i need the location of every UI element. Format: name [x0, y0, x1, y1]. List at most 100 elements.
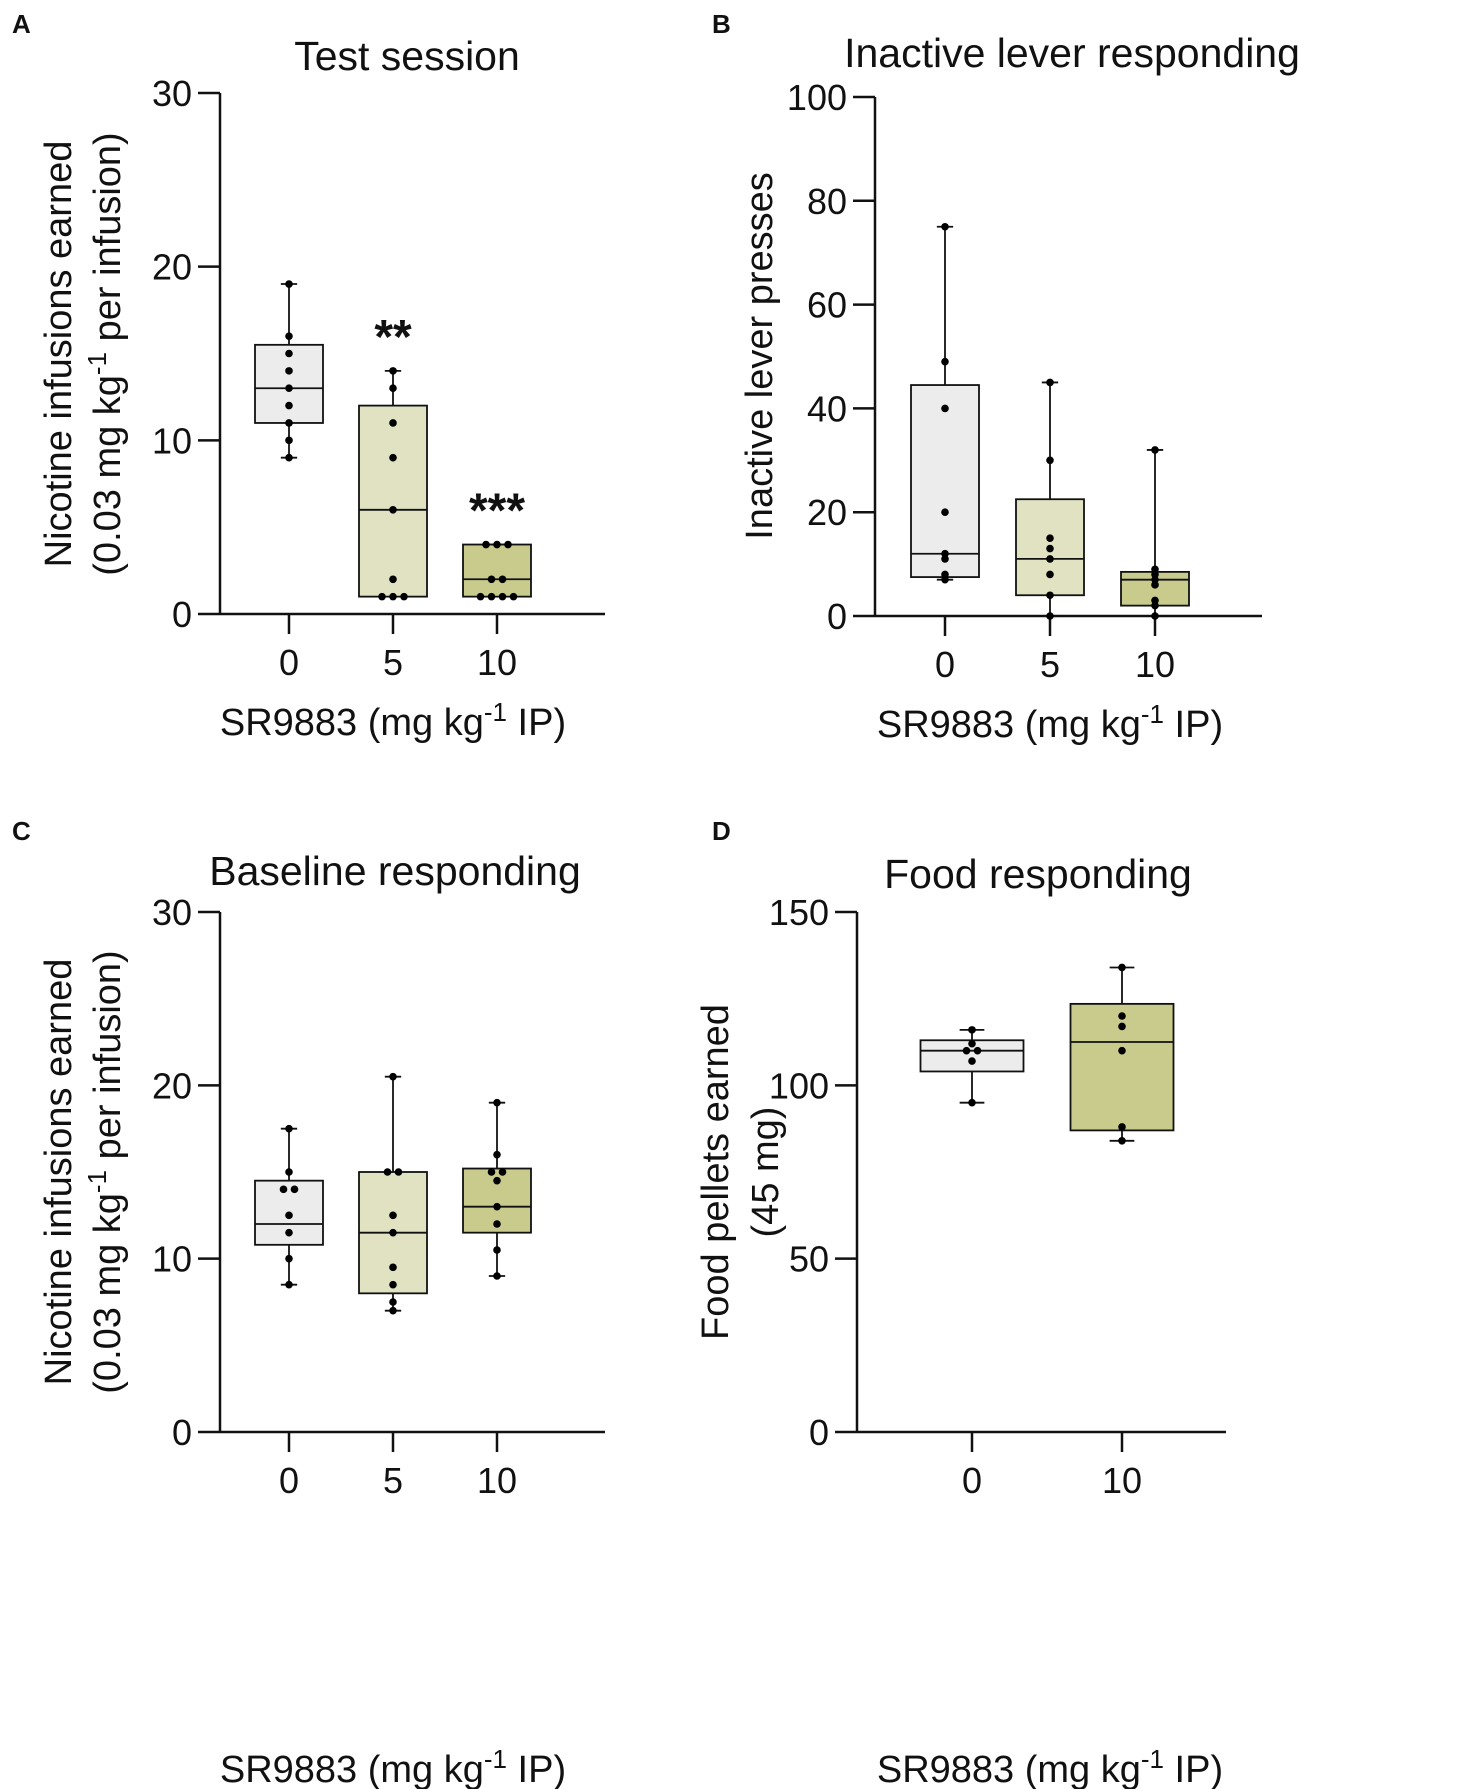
data-point — [1046, 456, 1054, 465]
y-axis-label: Nicotine infusions earned — [38, 959, 80, 1386]
chart-title: Inactive lever responding — [844, 30, 1300, 76]
data-point — [389, 419, 397, 427]
data-point — [1046, 534, 1054, 542]
chart-panel-c: C Baseline responding 0 10 20 30 0 5 10 SR9883 (m… — [12, 816, 605, 1789]
data-point — [285, 1280, 293, 1289]
y-tick-label: 20 — [152, 247, 192, 288]
data-point — [1118, 1022, 1126, 1031]
y-axis-label: (0.03 mg kg-1 per infusion) — [82, 132, 129, 575]
data-point — [285, 384, 293, 393]
data-point — [498, 575, 507, 584]
data-point — [389, 1072, 397, 1081]
data-point — [1151, 581, 1159, 589]
y-tick-label: 10 — [152, 1239, 192, 1280]
y-tick-label: 30 — [152, 73, 192, 114]
y-tick-label: 0 — [172, 594, 192, 635]
box-group-5 — [358, 1072, 428, 1315]
data-point — [493, 1220, 501, 1228]
x-tick-label: 0 — [935, 644, 955, 685]
data-point — [941, 222, 949, 231]
data-point — [389, 1263, 397, 1272]
y-axis-label: Nicotine infusions earned — [38, 141, 80, 568]
data-point — [941, 357, 949, 366]
chart-panel-b: B Inactive lever responding 0 20 40 60 80 100 0 5… — [712, 9, 1300, 746]
x-tick-label: 0 — [279, 642, 299, 683]
data-point — [389, 453, 397, 462]
data-point — [389, 575, 397, 584]
data-point — [400, 592, 408, 601]
chart-title: Baseline responding — [209, 848, 581, 894]
data-point — [389, 592, 397, 601]
y-tick-label: 50 — [789, 1239, 829, 1280]
data-point — [389, 1280, 397, 1289]
data-point — [493, 1272, 501, 1280]
data-point — [962, 1046, 971, 1055]
data-point — [1046, 612, 1054, 620]
data-point — [383, 1168, 392, 1176]
chart-title: Test session — [294, 33, 520, 79]
data-point — [968, 1098, 976, 1107]
data-point — [493, 540, 501, 549]
data-point — [498, 592, 507, 601]
x-tick-label: 5 — [383, 1460, 403, 1501]
data-point — [285, 332, 293, 340]
x-tick-label: 0 — [962, 1460, 982, 1501]
x-tick-label: 10 — [477, 1460, 517, 1501]
x-axis-label: SR9883 (mg kg-1 IP) — [220, 1744, 566, 1789]
y-axis-label: Food pellets earned — [695, 1004, 737, 1340]
data-point — [378, 592, 386, 601]
data-point — [389, 1211, 397, 1220]
box-group-0 — [910, 222, 980, 584]
data-point — [285, 436, 293, 445]
data-point — [389, 1228, 397, 1237]
x-tick-label: 5 — [1040, 644, 1060, 685]
box-group-0 — [254, 280, 324, 462]
data-point — [394, 1168, 403, 1176]
chart-title: Food responding — [884, 851, 1192, 897]
y-tick-label: 0 — [172, 1412, 192, 1453]
data-point — [498, 1168, 507, 1176]
x-tick-label: 10 — [1135, 644, 1175, 685]
box-iqr — [462, 543, 532, 598]
data-point — [493, 1202, 501, 1211]
data-point — [1151, 446, 1159, 454]
y-axis-label: (0.03 mg kg-1 per infusion) — [82, 950, 129, 1393]
data-point — [1118, 1123, 1126, 1131]
x-tick-label: 10 — [477, 642, 517, 683]
y-tick-label: 20 — [807, 492, 847, 533]
data-point — [482, 540, 490, 549]
data-point — [493, 1246, 501, 1254]
data-point — [1118, 1012, 1126, 1020]
data-point — [389, 367, 397, 375]
data-point — [973, 1046, 982, 1055]
y-tick-label: 100 — [787, 77, 847, 118]
box-iqr — [910, 384, 980, 578]
box-group-5: ** — [358, 311, 428, 601]
data-point — [389, 1298, 397, 1306]
data-point — [1118, 1137, 1126, 1145]
data-point — [493, 1150, 501, 1159]
data-point — [487, 1168, 496, 1176]
data-point — [493, 1176, 501, 1185]
data-point — [941, 555, 949, 563]
y-axis-label: Inactive lever presses — [739, 172, 781, 540]
box-group-10: *** — [462, 485, 532, 601]
data-point — [285, 349, 293, 358]
data-point — [476, 592, 485, 601]
data-point — [285, 367, 293, 375]
data-point — [504, 540, 512, 549]
y-tick-label: 0 — [809, 1412, 829, 1453]
box-group-10 — [1120, 446, 1190, 620]
significance-marker: ** — [374, 311, 412, 364]
x-axis-label: SR9883 (mg kg-1 IP) — [877, 1744, 1223, 1789]
y-tick-label: 40 — [807, 388, 847, 429]
box-group-0 — [919, 1026, 1025, 1107]
chart-panel-d: D Food responding 0 50 100 150 0 10 SR9883 (mg k… — [695, 816, 1226, 1789]
data-point — [493, 1098, 501, 1107]
data-point — [389, 1306, 397, 1315]
data-point — [1046, 544, 1054, 553]
panel-letter: A — [12, 9, 31, 39]
data-point — [1151, 612, 1159, 620]
